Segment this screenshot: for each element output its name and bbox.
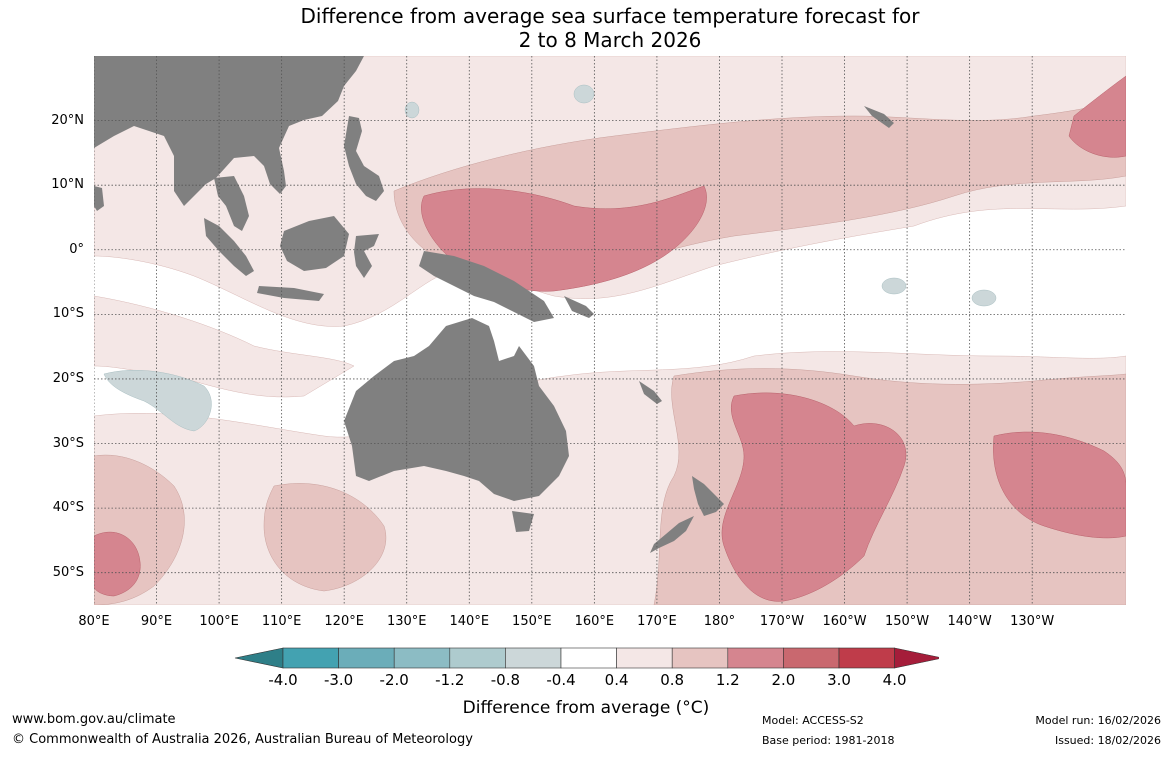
latitude-tick-label: 10°S xyxy=(52,306,84,322)
latitude-tick-label: 0° xyxy=(69,241,84,257)
colorbar-extend-high xyxy=(894,647,939,669)
latitude-tick-label: 50°S xyxy=(52,564,84,580)
anomaly-band xyxy=(94,531,141,597)
longitude-tick-label: 160°W xyxy=(822,614,867,629)
sst-anomaly-map xyxy=(94,56,1126,605)
colorbar-segment xyxy=(616,647,673,669)
new-zealand-north xyxy=(692,476,724,516)
colorbar-tick-label: -0.8 xyxy=(490,671,521,689)
anomaly-band xyxy=(721,392,907,602)
colorbar-tick-label: 1.2 xyxy=(715,671,740,689)
map-title-line-1: Difference from average sea surface temp… xyxy=(300,4,920,28)
latitude-tick-label: 10°N xyxy=(51,177,84,193)
colorbar-tick-label: 0.4 xyxy=(604,671,629,689)
latitude-tick-label: 30°S xyxy=(52,435,84,451)
hawaii xyxy=(864,106,894,128)
anomaly-band xyxy=(404,101,420,119)
longitude-tick-label: 150°W xyxy=(884,614,930,629)
colorbar-segment xyxy=(560,647,617,669)
longitude-tick-label: 120°E xyxy=(324,614,364,629)
colorbar-extend-low xyxy=(234,647,284,669)
longitude-tick-label: 100°E xyxy=(199,614,239,629)
longitude-tick-label: 140°W xyxy=(947,614,992,629)
colorbar-tick-label: -4.0 xyxy=(268,671,298,689)
copyright-notice: © Commonwealth of Australia 2026, Austra… xyxy=(12,732,473,747)
philippines xyxy=(344,116,384,201)
longitude-tick-label: 110°E xyxy=(261,614,302,629)
colorbar-label: Difference from average (°C) xyxy=(462,698,710,718)
longitude-tick-label: 150°E xyxy=(512,614,552,629)
colorbar-tick-label: -3.0 xyxy=(323,671,354,689)
longitude-tick-label: 160°E xyxy=(574,614,615,629)
colorbar xyxy=(234,647,939,669)
latitude-tick-label: 40°S xyxy=(52,500,84,516)
longitude-tick-label: 80°E xyxy=(78,614,110,629)
colorbar-tick-label: -1.2 xyxy=(435,671,465,689)
solomon-islands xyxy=(564,296,594,318)
tasmania xyxy=(512,511,534,532)
anomaly-band xyxy=(103,370,212,432)
sri-lanka xyxy=(94,186,104,211)
anomaly-band xyxy=(881,277,907,295)
colorbar-segment xyxy=(671,647,729,669)
anomaly-band xyxy=(263,483,387,592)
colorbar-tick-label: 4.0 xyxy=(882,671,907,689)
asia-landmass xyxy=(94,56,364,206)
longitude-tick-label: 90°E xyxy=(140,614,173,629)
longitude-tick-label: 170°W xyxy=(759,614,805,629)
colorbar-segment xyxy=(282,647,339,669)
anomaly-field xyxy=(94,56,1126,605)
anomaly-band xyxy=(573,84,595,104)
map-title-line-2: 2 to 8 March 2026 xyxy=(518,28,702,52)
colorbar-tick-label: -2.0 xyxy=(379,671,409,689)
colorbar-tick-label: -0.4 xyxy=(546,671,576,689)
anomaly-band xyxy=(971,289,997,307)
map-panel xyxy=(94,56,1126,605)
sulawesi xyxy=(354,234,379,278)
longitude-tick-label: 130°W xyxy=(1010,614,1055,629)
colorbar-segment xyxy=(393,647,451,669)
colorbar-tick-label: 2.0 xyxy=(771,671,796,689)
map-title: Difference from average sea surface temp… xyxy=(94,4,1126,52)
australia-landmass xyxy=(344,318,569,501)
longitude-tick-label: 170°E xyxy=(637,614,677,629)
land-masses xyxy=(94,56,894,553)
model-name: Model: ACCESS-S2 xyxy=(762,714,864,727)
colorbar-segment xyxy=(449,647,506,669)
colorbar-segment xyxy=(505,647,562,669)
colorbar-tick-label: 0.8 xyxy=(660,671,685,689)
new-zealand-south xyxy=(650,516,694,553)
longitude-tick-label: 140°E xyxy=(449,614,490,629)
issued-date: Issued: 18/02/2026 xyxy=(1054,734,1161,747)
latitude-tick-label: 20°S xyxy=(52,370,84,386)
new-guinea xyxy=(419,251,554,322)
java xyxy=(257,286,324,301)
sumatra xyxy=(204,218,254,276)
indochina-peninsula xyxy=(214,176,249,231)
model-run-date: Model run: 16/02/2026 xyxy=(1035,714,1161,727)
gridlines xyxy=(94,56,1126,605)
anomaly-band xyxy=(1068,75,1126,158)
colorbar-segment xyxy=(338,647,395,669)
colorbar-segment xyxy=(727,647,784,669)
longitude-tick-label: 130°E xyxy=(386,614,427,629)
colorbar-tick-label: 3.0 xyxy=(827,671,851,689)
borneo xyxy=(280,216,349,271)
colorbar-segment xyxy=(783,647,840,669)
latitude-tick-label: 20°N xyxy=(51,112,84,128)
base-period: Base period: 1981-2018 xyxy=(762,734,895,747)
source-url: www.bom.gov.au/climate xyxy=(12,712,176,727)
longitude-tick-label: 180° xyxy=(703,614,736,629)
colorbar-segment xyxy=(838,647,895,669)
new-caledonia xyxy=(639,381,662,404)
